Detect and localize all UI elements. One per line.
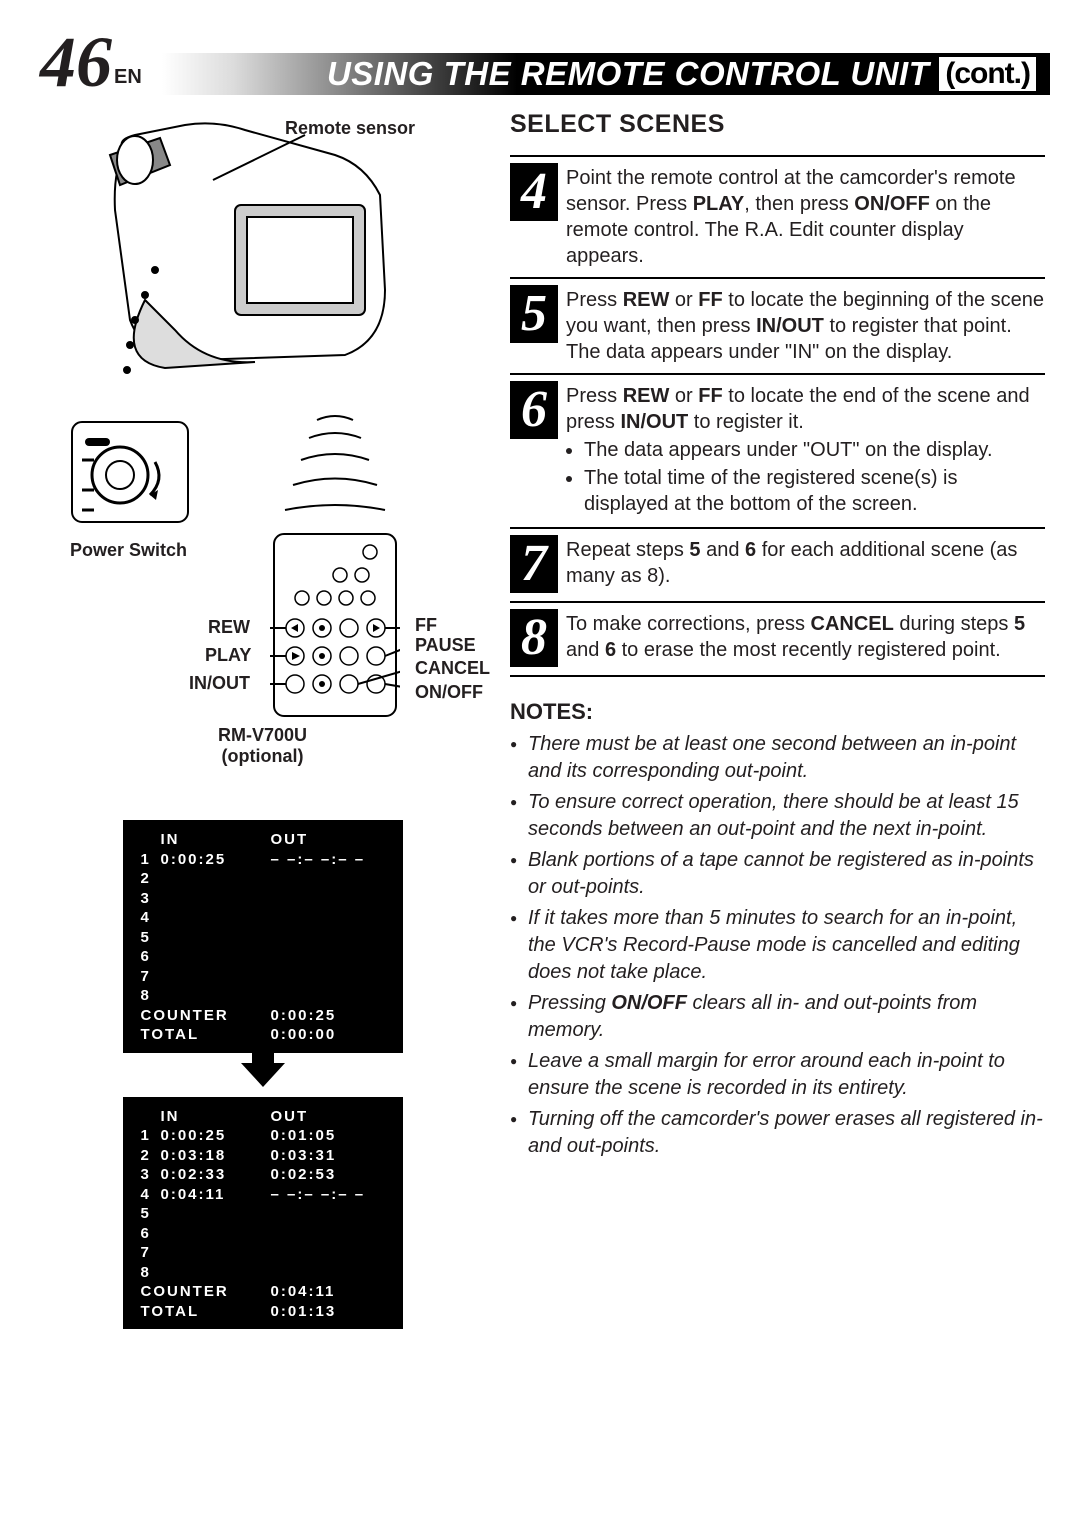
inout-label: IN/OUT (180, 673, 250, 694)
page-title: USING THE REMOTE CONTROL UNIT (327, 55, 929, 93)
remote-sensor-label: Remote sensor (285, 118, 415, 139)
select-scenes-title: SELECT SCENES (510, 110, 1045, 139)
step-8: 8To make corrections, press CANCEL durin… (510, 601, 1045, 677)
notes-title: NOTES: (510, 699, 1045, 725)
step-text: Repeat steps 5 and 6 for each additional… (566, 535, 1045, 593)
pause-label: PAUSE (415, 635, 476, 656)
notes-list: There must be at least one second betwee… (510, 731, 1045, 1160)
step-number: 4 (510, 163, 558, 221)
power-switch-label: Power Switch (70, 540, 187, 561)
title-bar: USING THE REMOTE CONTROL UNIT (cont.) (162, 53, 1050, 95)
note-item: Leave a small margin for error around ea… (510, 1048, 1045, 1102)
step-text: Point the remote control at the camcorde… (566, 163, 1045, 269)
remote-illustration (270, 530, 400, 720)
right-column: SELECT SCENES 4Point the remote control … (510, 110, 1045, 1164)
note-item: There must be at least one second betwee… (510, 731, 1045, 785)
step-7: 7Repeat steps 5 and 6 for each additiona… (510, 527, 1045, 601)
arrow-down-icon (241, 1063, 285, 1087)
left-column: Remote sensor Power Switch (55, 110, 470, 1329)
step-number: 8 (510, 609, 558, 667)
note-item: To ensure correct operation, there shoul… (510, 789, 1045, 843)
step-5: 5Press REW or FF to locate the beginning… (510, 277, 1045, 373)
signal-waves-icon (275, 410, 395, 530)
step-number: 7 (510, 535, 558, 593)
step-number: 6 (510, 381, 558, 439)
onoff-label: ON/OFF (415, 682, 483, 703)
remote-model-text: RM-V700U (218, 725, 307, 745)
power-switch-illustration (70, 420, 190, 525)
play-label: PLAY (205, 645, 250, 666)
edit-display-2: INOUT10:00:250:01:0520:03:180:03:3130:02… (123, 1097, 403, 1330)
note-item: Blank portions of a tape cannot be regis… (510, 847, 1045, 901)
note-item: Pressing ON/OFF clears all in- and out-p… (510, 990, 1045, 1044)
page-lang: EN (114, 66, 142, 89)
step-text: Press REW or FF to locate the beginning … (566, 285, 1045, 365)
step-4: 4Point the remote control at the camcord… (510, 155, 1045, 277)
page-header: 46 EN USING THE REMOTE CONTROL UNIT (con… (40, 40, 1050, 95)
diagram-box: Remote sensor Power Switch (55, 110, 470, 700)
step-6: 6Press REW or FF to locate the end of th… (510, 373, 1045, 527)
edit-display-1: INOUT10:00:25– –:– –:– –2345678COUNTER0:… (123, 820, 403, 1053)
note-item: Turning off the camcorder's power erases… (510, 1106, 1045, 1160)
note-item: If it takes more than 5 minutes to searc… (510, 905, 1045, 986)
camcorder-illustration (55, 110, 470, 460)
step-text: To make corrections, press CANCEL during… (566, 609, 1045, 667)
step-number: 5 (510, 285, 558, 343)
rew-label: REW (205, 617, 250, 638)
steps-list: 4Point the remote control at the camcord… (510, 155, 1045, 677)
cancel-label: CANCEL (415, 658, 490, 679)
ff-label: FF (415, 615, 437, 636)
page-number: 46 (40, 30, 112, 95)
remote-optional-text: (optional) (222, 746, 304, 766)
step-text: Press REW or FF to locate the end of the… (566, 381, 1045, 519)
remote-model: RM-V700U (optional) (55, 725, 470, 767)
page-title-cont: (cont.) (939, 57, 1036, 91)
